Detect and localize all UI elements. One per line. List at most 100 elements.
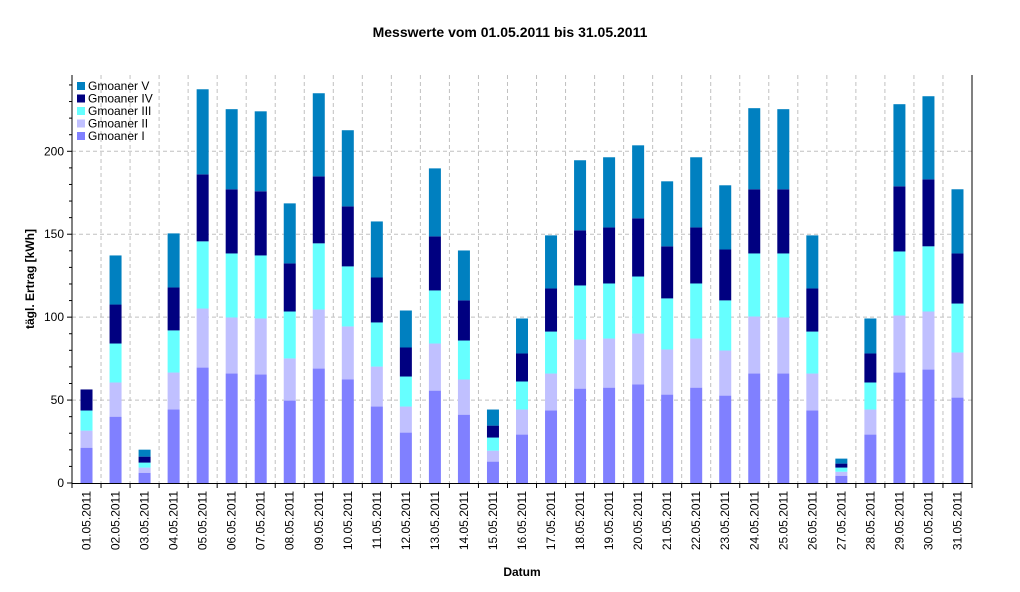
bar-segment: [951, 303, 964, 353]
bar-segment: [109, 416, 122, 483]
bar-segment: [893, 104, 906, 187]
bar-segment: [399, 347, 412, 377]
bar-segment: [632, 218, 645, 277]
x-tick-label: 12.05.2011: [399, 491, 413, 550]
bar-segment: [748, 253, 761, 317]
x-tick-label: 29.05.2011: [892, 491, 906, 550]
y-tick-labels: 0 50 100 150 200: [44, 144, 64, 490]
bar-segment: [254, 318, 267, 375]
bar-segment: [341, 206, 354, 267]
bar-segment: [312, 93, 325, 177]
bar-segment: [719, 249, 732, 301]
y-tick-label: 200: [44, 144, 64, 158]
bar-segment: [254, 255, 267, 319]
bar-segment: [399, 376, 412, 407]
grid: [72, 75, 972, 483]
bar-segment: [603, 338, 616, 388]
legend-label: Gmoaner I: [88, 129, 145, 143]
legend-label: Gmoaner II: [88, 117, 148, 131]
bar-segment: [864, 409, 877, 435]
bar-segment: [545, 235, 558, 289]
bar-segment: [341, 379, 354, 483]
legend-label: Gmoaner V: [88, 79, 149, 93]
legend-swatch: [77, 94, 85, 103]
x-tick-label: 11.05.2011: [370, 491, 384, 550]
bar-segment: [283, 358, 296, 401]
x-tick-label: 15.05.2011: [486, 491, 500, 550]
x-tick-label: 30.05.2011: [921, 491, 935, 550]
bar-segment: [603, 283, 616, 339]
bar-segment: [370, 277, 383, 323]
bar-segment: [399, 310, 412, 348]
bar-segment: [80, 410, 93, 431]
bar-segment: [283, 400, 296, 483]
y-tick-label: 0: [57, 476, 64, 490]
x-tick-label: 31.05.2011: [950, 491, 964, 550]
x-tick-label: 23.05.2011: [718, 491, 732, 550]
x-tick-label: 03.05.2011: [138, 491, 152, 550]
bar-segment: [109, 343, 122, 383]
bar-segment: [167, 409, 180, 483]
bar-segment: [312, 368, 325, 483]
bar-segment: [951, 253, 964, 304]
bar-segment: [138, 467, 151, 473]
bar-segment: [341, 130, 354, 207]
bar-segment: [951, 189, 964, 254]
bar-segment: [690, 283, 703, 339]
x-tick-labels: 01.05.2011 02.05.2011 03.05.2011 04.05.2011…: [80, 491, 965, 550]
x-tick-label: 18.05.2011: [573, 491, 587, 550]
bar-segment: [690, 157, 703, 228]
bar-segment: [835, 467, 848, 472]
bar-segment: [254, 191, 267, 256]
bar-segment: [719, 350, 732, 396]
x-tick-label: 27.05.2011: [834, 491, 848, 550]
y-axis-label: tägl. Ertrag [kWh]: [23, 229, 37, 329]
bar-segment: [603, 157, 616, 228]
x-tick-label: 05.05.2011: [196, 491, 210, 550]
bar-segment: [457, 300, 470, 341]
bar-segment: [428, 290, 441, 344]
bar-segment: [545, 288, 558, 332]
bar-segment: [719, 395, 732, 483]
bar-segment: [109, 382, 122, 417]
bar-segment: [748, 373, 761, 483]
bar-segment: [545, 373, 558, 411]
bar-segment: [109, 304, 122, 344]
x-tick-label: 04.05.2011: [167, 491, 181, 550]
bar-segment: [777, 189, 790, 254]
bar-segment: [951, 352, 964, 398]
bar-segment: [777, 109, 790, 190]
bar-segment: [864, 353, 877, 383]
bar-segment: [806, 235, 819, 289]
x-tick-label: 24.05.2011: [747, 491, 761, 550]
y-tick-label: 50: [51, 393, 65, 407]
bar-segment: [893, 372, 906, 483]
x-tick-label: 21.05.2011: [660, 491, 674, 550]
x-tick-label: 22.05.2011: [689, 491, 703, 550]
chart-title: Messwerte vom 01.05.2011 bis 31.05.2011: [373, 24, 648, 40]
bar-segment: [835, 463, 848, 468]
bar-segment: [574, 160, 587, 231]
bar-segment: [457, 250, 470, 301]
bar-segment: [748, 316, 761, 374]
bar-segment: [138, 472, 151, 483]
bar-segment: [603, 387, 616, 483]
bar-segment: [370, 221, 383, 278]
bar-segment: [486, 461, 499, 483]
bars: [80, 89, 964, 483]
bar-segment: [399, 432, 412, 483]
x-tick-label: 07.05.2011: [254, 491, 268, 550]
bar-segment: [80, 389, 93, 411]
x-tick-label: 26.05.2011: [805, 491, 819, 550]
bar-segment: [196, 241, 209, 309]
bar-segment: [951, 397, 964, 483]
bar-segment: [777, 253, 790, 318]
bar-segment: [486, 425, 499, 438]
bar-segment: [167, 330, 180, 373]
bar-segment: [690, 338, 703, 388]
bar-segment: [661, 394, 674, 483]
bar-segment: [922, 246, 935, 312]
bar-segment: [661, 349, 674, 395]
